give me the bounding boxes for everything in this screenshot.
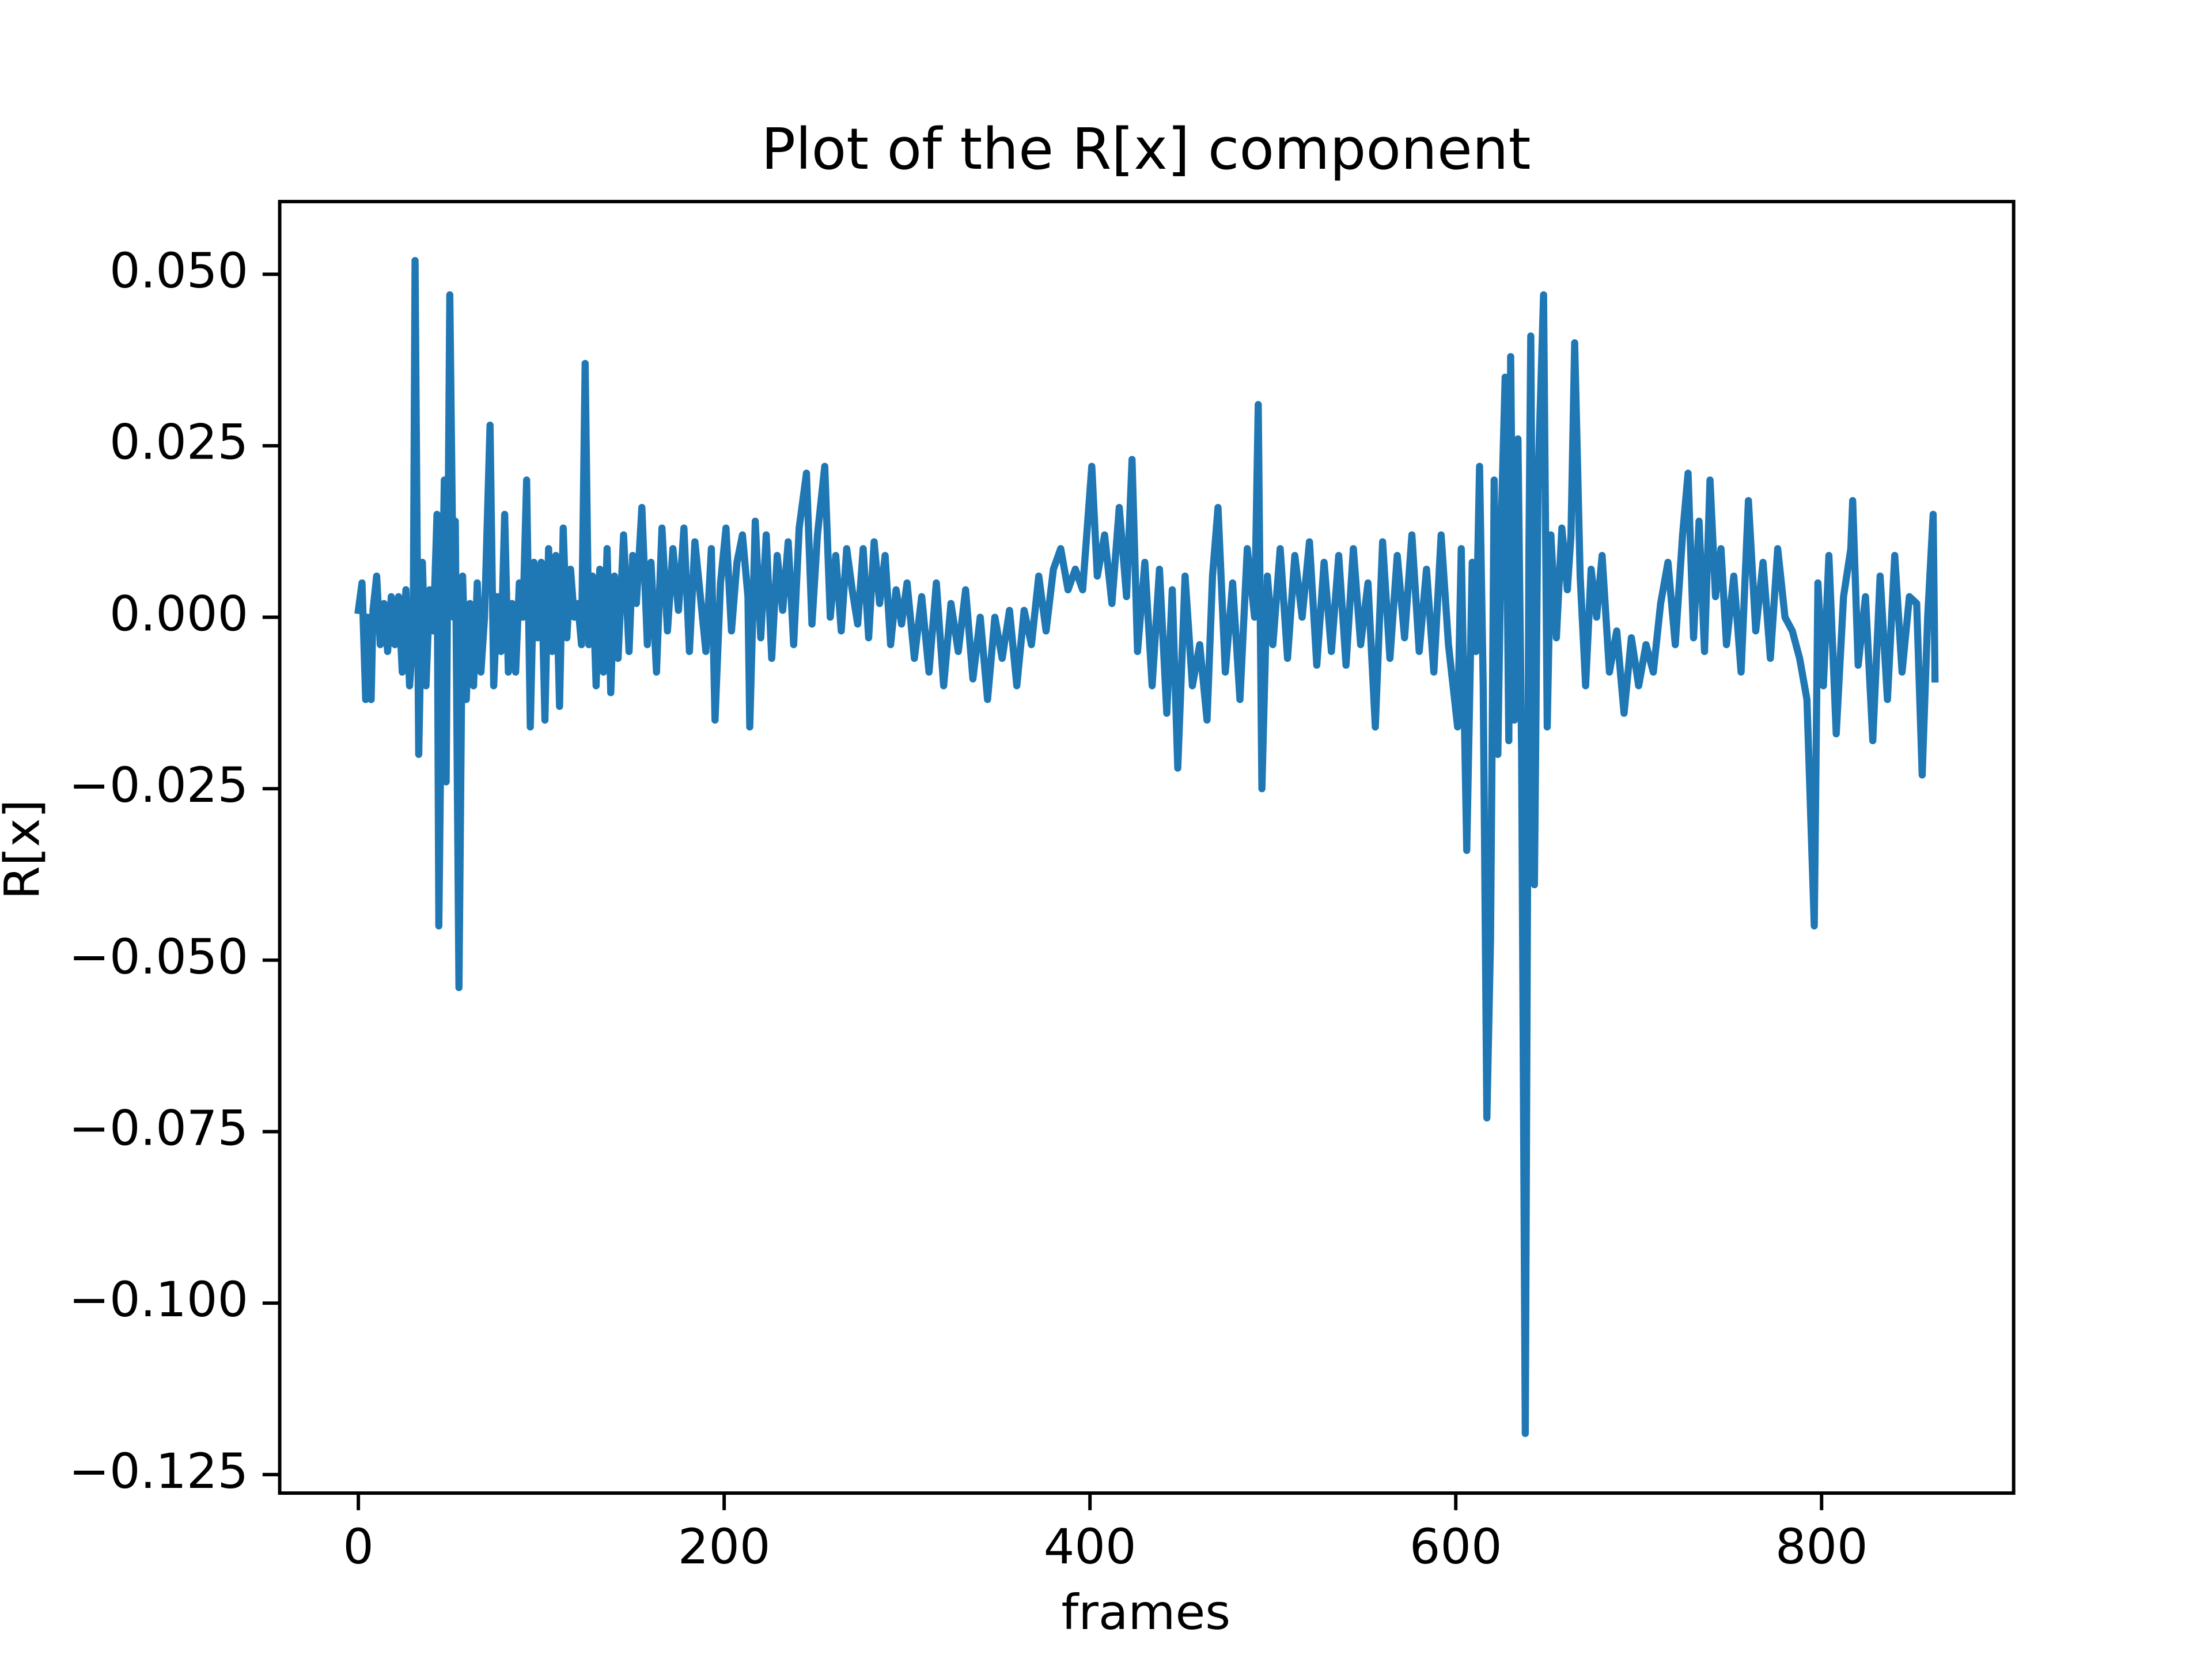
x-tick-label: 800 (1775, 1518, 1868, 1575)
x-tick-label: 400 (1044, 1518, 1137, 1575)
y-axis-label: R[x] (0, 800, 51, 900)
y-tick-label: −0.100 (69, 1271, 248, 1328)
x-tick-label: 600 (1410, 1518, 1502, 1575)
y-tick-label: 0.050 (109, 243, 248, 299)
x-axis-label: frames (1062, 1584, 1231, 1641)
y-tick-label: −0.025 (69, 757, 248, 813)
x-tick-label: 200 (678, 1518, 771, 1575)
y-tick-label: −0.075 (69, 1100, 248, 1156)
y-tick-label: −0.125 (69, 1443, 248, 1499)
axes-frame (278, 199, 2016, 1495)
data-line (354, 257, 1939, 1437)
chart-title: Plot of the R[x] component (761, 116, 1531, 183)
y-tick-label: 0.025 (109, 414, 248, 471)
y-tick-label: −0.050 (69, 929, 248, 985)
x-tick-label: 0 (343, 1518, 374, 1575)
y-tick-label: 0.000 (109, 585, 248, 642)
